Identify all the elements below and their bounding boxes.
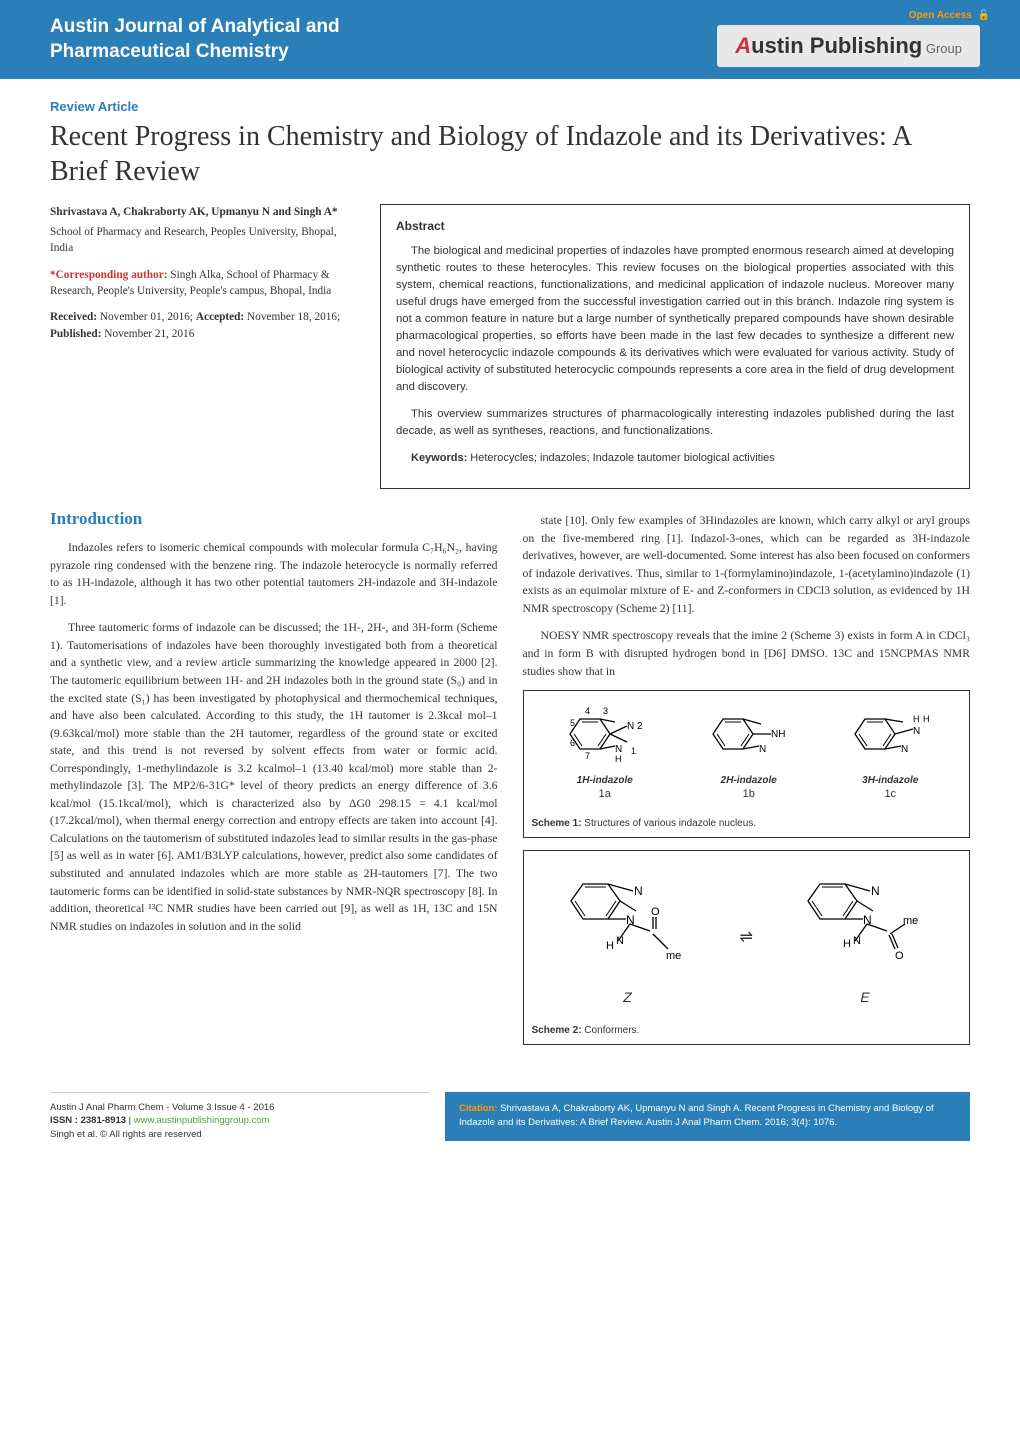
keywords: Keywords: Heterocycles; indazoles; Indaz… (396, 450, 954, 467)
svg-text:N: N (759, 744, 766, 755)
abstract-p1: The biological and medicinal properties … (396, 243, 954, 395)
svg-text:4: 4 (585, 706, 590, 716)
body-para: state [10]. Only few examples of 3Hindaz… (523, 512, 971, 617)
authors: Shrivastava A, Chakraborty AK, Upmanyu N… (50, 204, 360, 220)
svg-text:H: H (843, 938, 851, 950)
structure-2h-indazole: NH N 2H-indazole 1b (701, 704, 796, 800)
article-title: Recent Progress in Chemistry and Biology… (50, 119, 970, 189)
open-access-badge: Open Access 🔓 (909, 10, 990, 21)
svg-text:me: me (903, 915, 918, 927)
author-info-block: Shrivastava A, Chakraborty AK, Upmanyu N… (50, 204, 360, 489)
citation-box: Citation: Shrivastava A, Chakraborty AK,… (445, 1092, 970, 1141)
abstract-p2: This overview summarizes structures of p… (396, 406, 954, 440)
svg-text:N: N (913, 726, 920, 737)
svg-text:N: N (853, 935, 861, 947)
page-footer: Austin J Anal Pharm Chem - Volume 3 Issu… (0, 1077, 1020, 1166)
svg-text:1: 1 (631, 746, 636, 756)
svg-text:N: N (901, 744, 908, 755)
svg-text:O: O (895, 950, 904, 962)
article-dates: Received: November 01, 2016; Accepted: N… (50, 309, 360, 342)
equilibrium-arrow-icon: ⇌ (740, 927, 753, 947)
scheme-2-caption: Scheme 2: Conformers. (532, 1021, 962, 1036)
publisher-logo: Austin Publishing Group (717, 25, 980, 67)
svg-text:H: H (913, 714, 920, 724)
section-heading-intro: Introduction (50, 509, 498, 529)
body-para: Indazoles refers to isomeric chemical co… (50, 539, 498, 609)
abstract-box: Abstract The biological and medicinal pr… (380, 204, 970, 489)
body-para: NOESY NMR spectroscopy reveals that the … (523, 627, 971, 680)
journal-header: Open Access 🔓 Austin Journal of Analytic… (0, 0, 1020, 79)
svg-text:NH: NH (771, 729, 785, 740)
structure-1h-indazole: 43 5 6 7 N 2 N H 1 (555, 704, 655, 800)
corresponding-author: *Corresponding author: Singh Alka, Schoo… (50, 267, 360, 300)
svg-text:H: H (923, 714, 930, 724)
svg-text:me: me (666, 950, 681, 962)
conformer-e: NN HN me O E (795, 869, 935, 1005)
svg-text:O: O (651, 906, 660, 918)
svg-text:N: N (616, 935, 624, 947)
affiliation: School of Pharmacy and Research, Peoples… (50, 224, 360, 257)
scheme-1-caption: Scheme 1: Structures of various indazole… (532, 814, 962, 829)
body-para: Three tautomeric forms of indazole can b… (50, 619, 498, 935)
svg-text:H: H (615, 754, 622, 764)
svg-text:N: N (634, 884, 643, 898)
svg-text:N 2: N 2 (627, 721, 643, 732)
svg-text:7: 7 (585, 751, 590, 761)
footer-journal-info: Austin J Anal Pharm Chem - Volume 3 Issu… (50, 1092, 430, 1141)
scheme-1-box: 43 5 6 7 N 2 N H 1 (523, 690, 971, 838)
structure-3h-indazole: HH N N 3H-indazole 1c (843, 704, 938, 800)
conformer-z: NN HN O me Z (558, 869, 698, 1005)
svg-text:3: 3 (603, 706, 608, 716)
lock-icon: 🔓 (978, 10, 990, 21)
abstract-heading: Abstract (396, 217, 954, 235)
article-type: Review Article (50, 99, 970, 114)
scheme-2-box: NN HN O me Z ⇌ (523, 850, 971, 1045)
svg-text:N: N (871, 884, 880, 898)
svg-text:H: H (606, 940, 614, 952)
